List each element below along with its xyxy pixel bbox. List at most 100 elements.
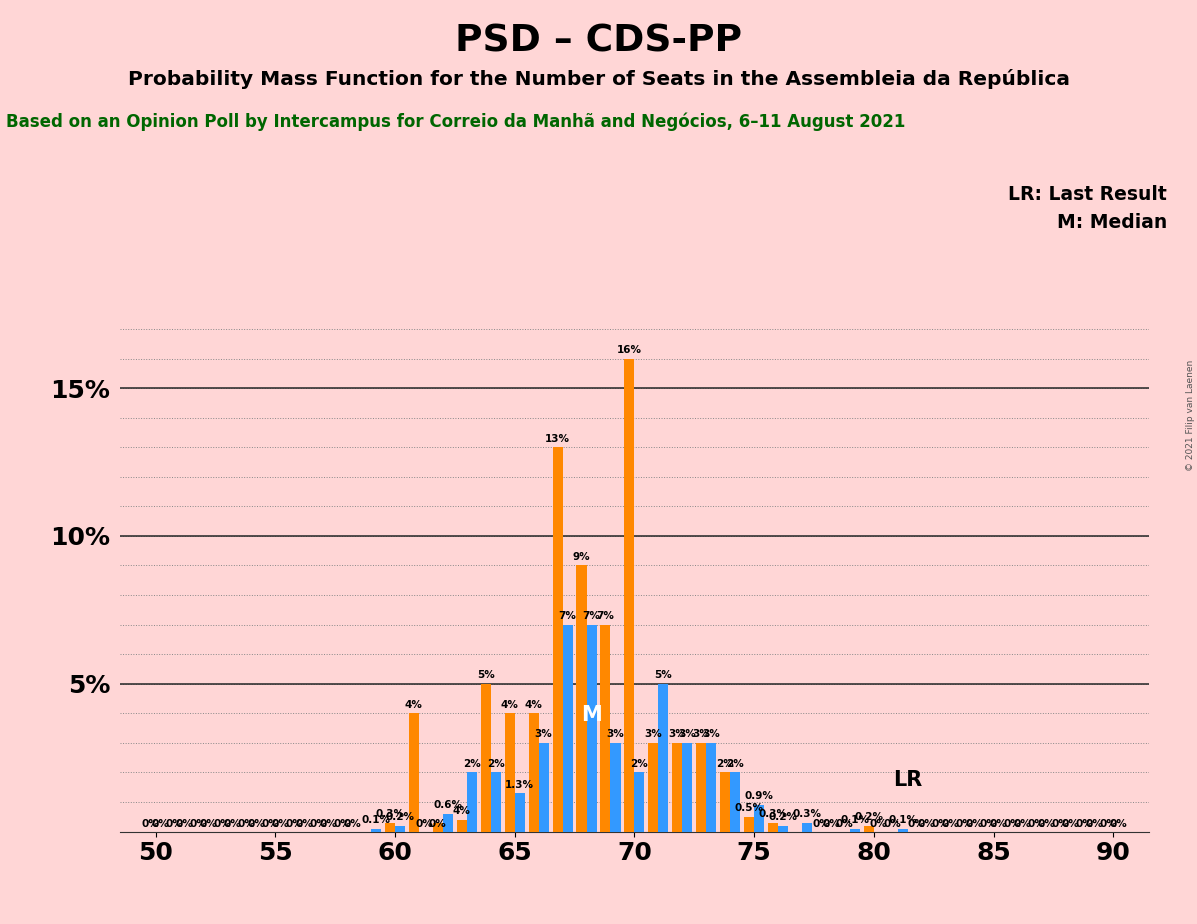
Text: 5%: 5%: [476, 670, 494, 680]
Bar: [625, 359, 634, 832]
Bar: [467, 772, 476, 832]
Text: Based on an Opinion Poll by Intercampus for Correio da Manhã and Negócios, 6–11 : Based on an Opinion Poll by Intercampus …: [6, 113, 905, 131]
Text: 0%: 0%: [1027, 819, 1045, 829]
Bar: [443, 814, 452, 832]
Bar: [682, 743, 692, 832]
Text: 7%: 7%: [596, 611, 614, 621]
Text: 0%: 0%: [165, 819, 183, 829]
Text: 0.2%: 0.2%: [855, 812, 883, 822]
Bar: [768, 822, 778, 832]
Text: 0%: 0%: [261, 819, 279, 829]
Text: 4%: 4%: [524, 699, 542, 710]
Text: 0%: 0%: [309, 819, 327, 829]
Bar: [802, 822, 812, 832]
Bar: [864, 826, 874, 832]
Text: 2%: 2%: [631, 759, 649, 769]
Bar: [395, 826, 405, 832]
Text: 0%: 0%: [1014, 819, 1032, 829]
Text: 2%: 2%: [716, 759, 734, 769]
Text: 0%: 0%: [931, 819, 949, 829]
Text: 3%: 3%: [703, 729, 721, 739]
Bar: [539, 743, 548, 832]
Bar: [730, 772, 740, 832]
Text: 3%: 3%: [668, 729, 686, 739]
Text: 0%: 0%: [1110, 819, 1128, 829]
Bar: [481, 684, 491, 832]
Bar: [457, 820, 467, 832]
Text: 0.6%: 0.6%: [433, 800, 462, 810]
Text: 0%: 0%: [822, 819, 840, 829]
Text: 0%: 0%: [152, 819, 170, 829]
Text: 2%: 2%: [463, 759, 481, 769]
Text: 0%: 0%: [1003, 819, 1021, 829]
Text: LR: Last Result: LR: Last Result: [1008, 185, 1167, 204]
Text: 0%: 0%: [237, 819, 255, 829]
Text: 3%: 3%: [607, 729, 625, 739]
Text: 0%: 0%: [955, 819, 973, 829]
Text: 4%: 4%: [405, 699, 423, 710]
Text: 3%: 3%: [644, 729, 662, 739]
Text: 0%: 0%: [224, 819, 242, 829]
Bar: [610, 743, 620, 832]
Text: 0.3%: 0.3%: [376, 809, 405, 820]
Text: 0%: 0%: [1051, 819, 1069, 829]
Bar: [553, 447, 563, 832]
Bar: [505, 713, 515, 832]
Text: Probability Mass Function for the Number of Seats in the Assembleia da República: Probability Mass Function for the Number…: [128, 69, 1069, 90]
Bar: [371, 829, 381, 832]
Bar: [563, 625, 572, 832]
Text: PSD – CDS-PP: PSD – CDS-PP: [455, 23, 742, 59]
Bar: [721, 772, 730, 832]
Bar: [673, 743, 682, 832]
Text: 0%: 0%: [966, 819, 984, 829]
Text: 0%: 0%: [1099, 819, 1117, 829]
Text: 4%: 4%: [452, 807, 470, 816]
Text: 0%: 0%: [296, 819, 314, 829]
Text: 0%: 0%: [189, 819, 207, 829]
Text: 0%: 0%: [272, 819, 290, 829]
Bar: [697, 743, 706, 832]
Text: 0.2%: 0.2%: [768, 812, 797, 822]
Text: 3%: 3%: [692, 729, 710, 739]
Text: 0%: 0%: [883, 819, 901, 829]
Bar: [754, 805, 764, 832]
Bar: [491, 772, 500, 832]
Text: 0%: 0%: [176, 819, 194, 829]
Text: 0%: 0%: [870, 819, 888, 829]
Text: 0%: 0%: [1038, 819, 1056, 829]
Text: 0.1%: 0.1%: [361, 815, 390, 825]
Text: 0%: 0%: [285, 819, 303, 829]
Text: 5%: 5%: [655, 670, 673, 680]
Text: 0.1%: 0.1%: [840, 815, 869, 825]
Bar: [649, 743, 658, 832]
Bar: [634, 772, 644, 832]
Bar: [529, 713, 539, 832]
Text: © 2021 Filip van Laenen: © 2021 Filip van Laenen: [1185, 360, 1195, 471]
Text: 2%: 2%: [487, 759, 505, 769]
Text: 9%: 9%: [572, 552, 590, 562]
Text: 0%: 0%: [248, 819, 266, 829]
Text: 0%: 0%: [320, 819, 338, 829]
Text: 1.3%: 1.3%: [505, 780, 534, 790]
Text: 7%: 7%: [583, 611, 601, 621]
Text: 0%: 0%: [918, 819, 936, 829]
Text: 4%: 4%: [500, 699, 518, 710]
Text: 0.1%: 0.1%: [888, 815, 917, 825]
Text: 0%: 0%: [1062, 819, 1080, 829]
Bar: [515, 793, 524, 832]
Text: M: M: [582, 705, 602, 725]
Text: 0%: 0%: [907, 819, 925, 829]
Text: 0%: 0%: [942, 819, 960, 829]
Bar: [658, 684, 668, 832]
Bar: [850, 829, 859, 832]
Text: 13%: 13%: [545, 433, 570, 444]
Text: 2%: 2%: [727, 759, 745, 769]
Text: 0%: 0%: [1075, 819, 1093, 829]
Text: LR: LR: [893, 771, 922, 790]
Text: 0%: 0%: [344, 819, 361, 829]
Text: 7%: 7%: [559, 611, 577, 621]
Bar: [385, 822, 395, 832]
Text: 0%: 0%: [333, 819, 351, 829]
Text: 0%: 0%: [200, 819, 218, 829]
Text: 3%: 3%: [535, 729, 553, 739]
